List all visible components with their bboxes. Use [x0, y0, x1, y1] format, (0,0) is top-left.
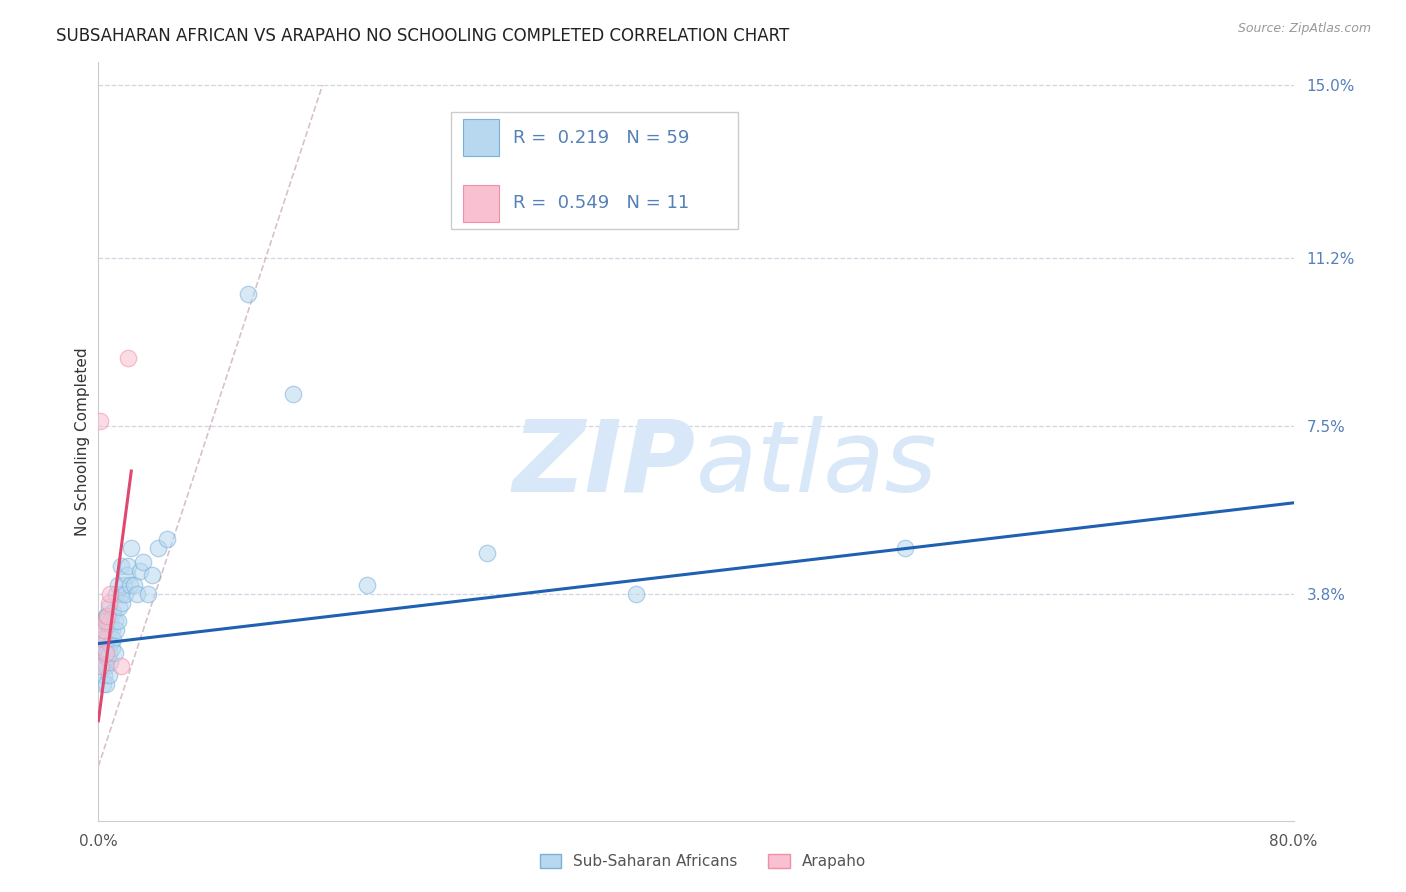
FancyBboxPatch shape: [463, 120, 499, 156]
Point: [118, 577, 141, 591]
Text: Source: ZipAtlas.com: Source: ZipAtlas.com: [1237, 22, 1371, 36]
Point: [94, 659, 117, 673]
Point: [96, 650, 118, 665]
Text: R =  0.219   N = 59: R = 0.219 N = 59: [513, 128, 689, 146]
Point: [98, 614, 122, 628]
Point: [110, 587, 132, 601]
Point: [120, 541, 142, 556]
Point: [96, 632, 118, 646]
Point: [97, 646, 120, 660]
Point: [136, 587, 159, 601]
Point: [156, 532, 179, 546]
Point: [93, 614, 115, 628]
Point: [97, 596, 120, 610]
Point: [148, 541, 170, 556]
Point: [124, 577, 146, 591]
Point: [626, 587, 648, 601]
FancyBboxPatch shape: [463, 186, 499, 221]
Point: [104, 646, 127, 660]
Point: [117, 351, 139, 365]
Point: [90, 614, 112, 628]
Text: R =  0.549   N = 11: R = 0.549 N = 11: [513, 194, 689, 212]
Y-axis label: No Schooling Completed: No Schooling Completed: [75, 347, 90, 536]
Point: [94, 646, 117, 660]
FancyBboxPatch shape: [451, 112, 738, 229]
Point: [89, 414, 111, 428]
Point: [356, 577, 378, 591]
Point: [101, 623, 124, 637]
Point: [94, 677, 117, 691]
Point: [115, 568, 138, 582]
Point: [101, 641, 124, 656]
Point: [98, 587, 122, 601]
Point: [91, 677, 114, 691]
Point: [91, 632, 114, 646]
Point: [108, 600, 131, 615]
Point: [129, 564, 152, 578]
Point: [127, 587, 149, 601]
Point: [94, 614, 117, 628]
Point: [97, 623, 120, 637]
Point: [141, 568, 163, 582]
Text: ZIP: ZIP: [513, 416, 696, 513]
Legend: Sub-Saharan Africans, Arapaho: Sub-Saharan Africans, Arapaho: [534, 848, 872, 875]
Point: [91, 659, 114, 673]
Point: [110, 659, 132, 673]
Point: [112, 577, 135, 591]
Point: [91, 641, 114, 656]
Point: [93, 641, 115, 656]
Point: [98, 655, 122, 669]
Point: [107, 577, 129, 591]
Point: [89, 659, 111, 673]
Point: [111, 596, 134, 610]
Point: [96, 609, 118, 624]
Point: [105, 623, 128, 637]
Point: [94, 609, 117, 624]
Text: SUBSAHARAN AFRICAN VS ARAPAHO NO SCHOOLING COMPLETED CORRELATION CHART: SUBSAHARAN AFRICAN VS ARAPAHO NO SCHOOLI…: [56, 27, 790, 45]
Point: [110, 559, 132, 574]
Point: [97, 668, 120, 682]
Text: atlas: atlas: [696, 416, 938, 513]
Point: [97, 600, 120, 615]
Point: [105, 587, 128, 601]
Point: [236, 287, 259, 301]
Point: [103, 632, 125, 646]
Point: [93, 668, 115, 682]
Point: [475, 546, 498, 560]
Point: [114, 587, 136, 601]
Point: [90, 646, 112, 660]
Point: [117, 559, 139, 574]
Point: [94, 632, 117, 646]
Point: [90, 659, 112, 673]
Point: [132, 555, 155, 569]
Point: [107, 614, 129, 628]
Point: [91, 623, 114, 637]
Point: [104, 614, 127, 628]
Point: [93, 623, 115, 637]
Point: [90, 632, 112, 646]
Point: [103, 605, 125, 619]
Point: [98, 636, 122, 650]
Point: [894, 541, 917, 556]
Point: [281, 387, 304, 401]
Point: [96, 609, 118, 624]
